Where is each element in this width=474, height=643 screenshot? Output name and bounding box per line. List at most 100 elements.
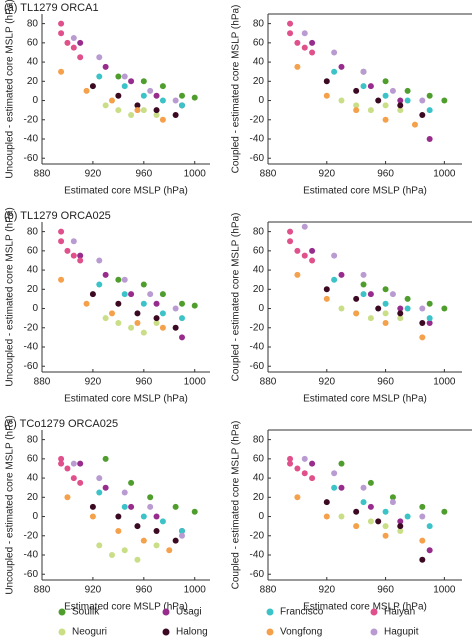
point: [353, 87, 360, 94]
x-tick-label: 920: [318, 169, 335, 180]
point: [360, 499, 367, 506]
point: [404, 97, 411, 104]
point: [58, 30, 65, 37]
x-tick-label: 920: [85, 585, 102, 596]
x-tick-label: 880: [260, 377, 277, 388]
legend-label: Neoguri: [72, 627, 107, 638]
point: [426, 92, 433, 99]
point: [191, 302, 198, 309]
point: [397, 97, 404, 104]
y-tick-label: 80: [27, 18, 39, 29]
x-tick-label: 1000: [433, 377, 456, 388]
x-axis-title: Estimated core MSLP (hPa): [303, 186, 427, 197]
y-tick-label: -40: [250, 134, 265, 145]
point: [134, 319, 141, 326]
y-tick-label: 40: [27, 265, 39, 276]
point: [367, 291, 374, 298]
y-tick-label: 60: [253, 453, 265, 464]
x-tick-label: 880: [260, 585, 277, 596]
x-tick-label: 880: [34, 169, 51, 180]
point: [309, 247, 316, 254]
point: [419, 305, 426, 312]
point: [404, 305, 411, 312]
point: [397, 107, 404, 114]
point: [367, 315, 374, 322]
point: [89, 83, 96, 90]
point: [382, 319, 389, 326]
x-tick-label: 1000: [184, 585, 207, 596]
point: [309, 49, 316, 56]
x-tick-label: 920: [318, 377, 335, 388]
point: [70, 35, 77, 42]
x-tick-label: 960: [135, 377, 152, 388]
point: [441, 97, 448, 104]
x-axis-title: Estimated core MSLP (hPa): [64, 394, 188, 405]
y-axis-title: Coupled - estimated core MSLP (hPa): [231, 213, 242, 382]
point: [153, 300, 160, 307]
point: [179, 527, 185, 534]
point: [134, 102, 141, 109]
x-tick-label: 880: [34, 377, 51, 388]
point: [172, 537, 179, 544]
point: [301, 44, 308, 51]
point: [128, 291, 135, 298]
legend-marker: [162, 628, 170, 636]
point: [70, 44, 77, 51]
y-tick-label: -60: [24, 361, 39, 372]
point: [96, 73, 103, 80]
point: [191, 508, 198, 515]
y-tick-label: 20: [27, 492, 39, 503]
point: [360, 291, 367, 298]
point: [179, 102, 185, 109]
point: [77, 479, 84, 486]
legend-marker: [162, 608, 170, 616]
point: [331, 68, 338, 75]
point: [389, 499, 396, 506]
point: [404, 87, 411, 94]
point: [140, 513, 147, 520]
x-tick-label: 880: [34, 585, 51, 596]
point: [140, 300, 147, 307]
point: [287, 455, 294, 462]
point: [375, 305, 382, 312]
point: [102, 63, 109, 70]
point: [153, 527, 160, 534]
point: [353, 508, 360, 515]
point: [419, 334, 426, 341]
x-axis-title: Estimated core MSLP (hPa): [303, 394, 427, 405]
point: [404, 513, 411, 520]
point: [375, 97, 382, 104]
point: [172, 503, 179, 510]
point: [166, 547, 173, 554]
point: [426, 107, 433, 114]
legend-marker: [266, 628, 274, 636]
point: [294, 494, 301, 501]
point: [404, 295, 411, 302]
point: [367, 479, 374, 486]
point: [140, 537, 147, 544]
point: [441, 305, 448, 312]
point: [121, 291, 128, 298]
point: [121, 503, 128, 510]
point: [172, 97, 179, 104]
point: [338, 271, 345, 278]
y-axis-title: Uncoupled - estimated core MSLP (hPa): [5, 207, 16, 386]
point: [382, 92, 389, 99]
point: [140, 92, 147, 99]
y-tick-label: -60: [24, 569, 39, 580]
point: [367, 107, 374, 114]
point: [147, 494, 154, 501]
point: [389, 494, 396, 501]
point: [159, 116, 166, 123]
point: [121, 547, 128, 554]
point: [83, 300, 90, 307]
point: [115, 527, 122, 534]
point: [134, 310, 141, 317]
point: [323, 286, 330, 293]
point: [58, 68, 65, 75]
panel-title: (b) TL1279 ORCA025: [4, 210, 111, 222]
legend-marker: [58, 608, 66, 616]
point: [382, 286, 389, 293]
point: [353, 523, 360, 530]
point: [115, 92, 122, 99]
